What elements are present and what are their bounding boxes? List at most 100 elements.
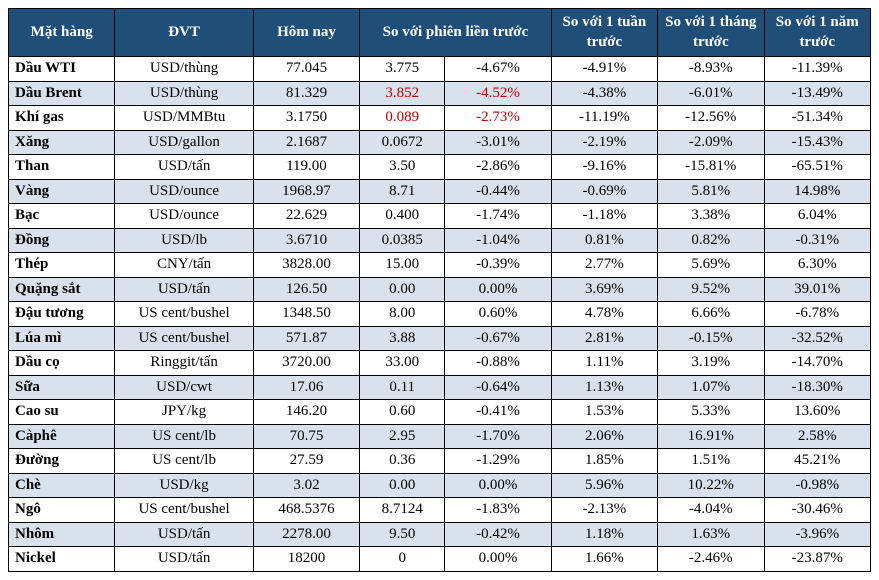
cell-c3: 0.60 <box>360 400 445 425</box>
cell-c4: 0.00% <box>445 547 551 572</box>
cell-c5: 2.81% <box>551 326 657 351</box>
cell-c0: Cao su <box>9 400 115 425</box>
cell-c7: -32.52% <box>764 326 871 351</box>
table-row: Dầu cọRinggit/tấn3720.0033.00-0.88%1.11%… <box>9 351 871 376</box>
cell-c0: Lúa mì <box>9 326 115 351</box>
cell-c4: -0.67% <box>445 326 551 351</box>
cell-c7: -0.31% <box>764 228 871 253</box>
table-row: NhômUSD/tấn2278.009.50-0.42%1.18%1.63%-3… <box>9 522 871 547</box>
cell-c5: 1.11% <box>551 351 657 376</box>
cell-c3: 0.36 <box>360 449 445 474</box>
cell-c2: 3828.00 <box>253 253 359 278</box>
cell-c6: 3.19% <box>658 351 764 376</box>
cell-c6: -2.46% <box>658 547 764 572</box>
cell-c7: -13.49% <box>764 81 871 106</box>
cell-c1: USD/thùng <box>115 81 253 106</box>
cell-c5: 0.81% <box>551 228 657 253</box>
cell-c0: Quặng sắt <box>9 277 115 302</box>
cell-c7: -15.43% <box>764 130 871 155</box>
cell-c4: -0.44% <box>445 179 551 204</box>
cell-c3: 8.00 <box>360 302 445 327</box>
header-month: So với 1 tháng trước <box>658 9 764 57</box>
header-item: Mặt hàng <box>9 9 115 57</box>
cell-c5: -0.69% <box>551 179 657 204</box>
cell-c3: 0.00 <box>360 277 445 302</box>
cell-c5: 1.66% <box>551 547 657 572</box>
cell-c1: USD/tấn <box>115 547 253 572</box>
cell-c5: 2.77% <box>551 253 657 278</box>
table-row: ĐườngUS cent/lb27.590.36-1.29%1.85%1.51%… <box>9 449 871 474</box>
cell-c7: -11.39% <box>764 57 871 82</box>
cell-c5: -11.19% <box>551 106 657 131</box>
cell-c3: 15.00 <box>360 253 445 278</box>
header-today: Hôm nay <box>253 9 359 57</box>
cell-c3: 0.11 <box>360 375 445 400</box>
cell-c3: 0.0672 <box>360 130 445 155</box>
cell-c4: -1.83% <box>445 498 551 523</box>
cell-c2: 27.59 <box>253 449 359 474</box>
cell-c4: -0.64% <box>445 375 551 400</box>
cell-c4: -3.01% <box>445 130 551 155</box>
cell-c4: 0.00% <box>445 473 551 498</box>
cell-c6: 6.66% <box>658 302 764 327</box>
cell-c5: 1.18% <box>551 522 657 547</box>
cell-c4: 0.00% <box>445 277 551 302</box>
cell-c4: -4.67% <box>445 57 551 82</box>
cell-c3: 0 <box>360 547 445 572</box>
cell-c3: 0.400 <box>360 204 445 229</box>
table-row: Dầu WTIUSD/thùng77.0453.775-4.67%-4.91%-… <box>9 57 871 82</box>
cell-c0: Than <box>9 155 115 180</box>
cell-c7: -6.78% <box>764 302 871 327</box>
cell-c0: Bạc <box>9 204 115 229</box>
table-row: Cao suJPY/kg146.200.60-0.41%1.53%5.33%13… <box>9 400 871 425</box>
cell-c7: -0.98% <box>764 473 871 498</box>
header-prev-session: So với phiên liền trước <box>360 9 552 57</box>
cell-c2: 70.75 <box>253 424 359 449</box>
cell-c5: -4.91% <box>551 57 657 82</box>
cell-c6: -8.93% <box>658 57 764 82</box>
table-row: CàphêUS cent/lb70.752.95-1.70%2.06%16.91… <box>9 424 871 449</box>
cell-c2: 126.50 <box>253 277 359 302</box>
cell-c1: CNY/tấn <box>115 253 253 278</box>
cell-c1: USD/thùng <box>115 57 253 82</box>
cell-c7: 13.60% <box>764 400 871 425</box>
cell-c1: USD/tấn <box>115 155 253 180</box>
cell-c4: -0.88% <box>445 351 551 376</box>
cell-c6: -12.56% <box>658 106 764 131</box>
table-row: Lúa mìUS cent/bushel571.873.88-0.67%2.81… <box>9 326 871 351</box>
cell-c2: 146.20 <box>253 400 359 425</box>
cell-c5: -9.16% <box>551 155 657 180</box>
cell-c0: Nhôm <box>9 522 115 547</box>
table-header: Mặt hàng ĐVT Hôm nay So với phiên liền t… <box>9 9 871 57</box>
cell-c5: 1.53% <box>551 400 657 425</box>
cell-c3: 8.71 <box>360 179 445 204</box>
table-row: SữaUSD/cwt17.060.11-0.64%1.13%1.07%-18.3… <box>9 375 871 400</box>
cell-c0: Dầu WTI <box>9 57 115 82</box>
cell-c2: 1348.50 <box>253 302 359 327</box>
cell-c7: -23.87% <box>764 547 871 572</box>
cell-c0: Xăng <box>9 130 115 155</box>
cell-c4: -1.70% <box>445 424 551 449</box>
cell-c2: 468.5376 <box>253 498 359 523</box>
table-row: Dầu BrentUSD/thùng81.3293.852-4.52%-4.38… <box>9 81 871 106</box>
cell-c1: USD/tấn <box>115 277 253 302</box>
cell-c5: -2.13% <box>551 498 657 523</box>
cell-c7: 6.04% <box>764 204 871 229</box>
cell-c0: Thép <box>9 253 115 278</box>
cell-c0: Dầu Brent <box>9 81 115 106</box>
cell-c5: 5.96% <box>551 473 657 498</box>
cell-c5: 4.78% <box>551 302 657 327</box>
cell-c2: 77.045 <box>253 57 359 82</box>
cell-c5: 2.06% <box>551 424 657 449</box>
cell-c6: 16.91% <box>658 424 764 449</box>
commodities-table: Mặt hàng ĐVT Hôm nay So với phiên liền t… <box>8 8 871 572</box>
cell-c2: 22.629 <box>253 204 359 229</box>
cell-c0: Sữa <box>9 375 115 400</box>
cell-c3: 8.7124 <box>360 498 445 523</box>
table-row: ChèUSD/kg3.020.000.00%5.96%10.22%-0.98% <box>9 473 871 498</box>
cell-c3: 9.50 <box>360 522 445 547</box>
header-year: So với 1 năm trước <box>764 9 871 57</box>
header-unit: ĐVT <box>115 9 253 57</box>
cell-c3: 33.00 <box>360 351 445 376</box>
table-row: Khí gasUSD/MMBtu3.17500.089-2.73%-11.19%… <box>9 106 871 131</box>
